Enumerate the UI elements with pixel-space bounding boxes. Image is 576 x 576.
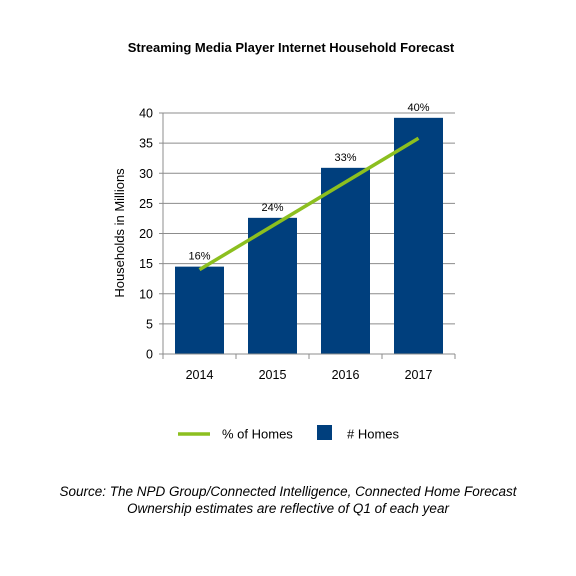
- bar-2014: [175, 266, 224, 354]
- data-label-2015: 24%: [261, 202, 283, 214]
- data-label-2016: 33%: [334, 152, 356, 164]
- chart-title: Streaming Media Player Internet Househol…: [128, 40, 455, 55]
- source-line: Source: The NPD Group/Connected Intellig…: [59, 484, 517, 499]
- legend: % of Homes # Homes: [178, 425, 400, 442]
- x-tick-label-2017: 2017: [405, 368, 433, 382]
- legend-bar-swatch: [317, 425, 332, 440]
- bars: [175, 117, 443, 354]
- y-tick-label: 0: [146, 348, 153, 362]
- source-note: Source: The NPD Group/Connected Intellig…: [0, 483, 576, 517]
- y-tick-label: 25: [139, 197, 153, 211]
- x-tick-label-2015: 2015: [259, 368, 287, 382]
- y-axis-title: Households in Millions: [112, 168, 127, 298]
- x-tick-label-2016: 2016: [332, 368, 360, 382]
- legend-label-line: % of Homes: [222, 427, 293, 442]
- axes: [162, 113, 456, 359]
- y-tick-label: 20: [139, 227, 153, 241]
- ownership-note: Ownership estimates are reflective of Q1…: [127, 501, 449, 516]
- line-series: [198, 136, 420, 272]
- percent-of-homes-line: [198, 136, 420, 272]
- y-tick-label: 40: [139, 107, 153, 121]
- y-tick-label: 35: [139, 137, 153, 151]
- y-tick-label: 10: [139, 287, 153, 301]
- x-tick-label-2014: 2014: [186, 368, 214, 382]
- legend-label-bar: # Homes: [347, 427, 400, 442]
- y-tick-label: 30: [139, 167, 153, 181]
- data-label-2017: 40%: [407, 102, 429, 114]
- bar-2016: [321, 167, 370, 354]
- y-tick-label: 15: [139, 257, 153, 271]
- data-labels: 16% 24% 33% 40%: [188, 102, 429, 263]
- y-tick-label: 5: [146, 317, 153, 331]
- x-tick-labels: 2014 2015 2016 2017: [186, 368, 433, 382]
- bar-2015: [248, 217, 297, 354]
- data-label-2014: 16%: [188, 251, 210, 263]
- bar-2017: [394, 117, 443, 354]
- y-tick-labels: 0 5 10 15 20 25 30 35 40: [139, 107, 153, 362]
